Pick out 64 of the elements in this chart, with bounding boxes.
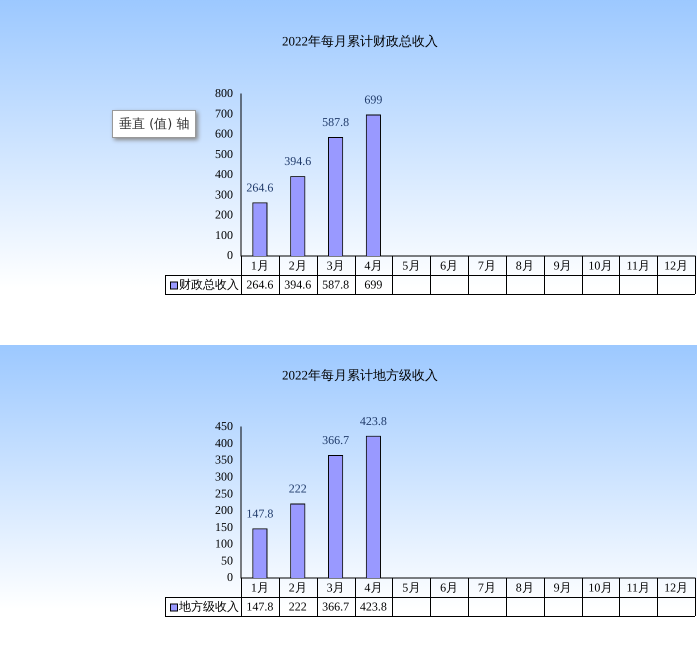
y-tick-label: 250 bbox=[215, 486, 233, 500]
y-tick-label: 200 bbox=[215, 208, 233, 222]
y-tick-label: 300 bbox=[215, 469, 233, 484]
x-tick-label: 3月 bbox=[326, 580, 345, 595]
y-tick-label: 200 bbox=[215, 503, 233, 518]
y-tick-label: 300 bbox=[215, 187, 233, 202]
x-tick-label: 4月 bbox=[364, 580, 382, 595]
x-tick-label: 9月 bbox=[554, 580, 572, 595]
x-tick-label: 10月 bbox=[588, 580, 612, 595]
x-tick-label: 4月 bbox=[364, 258, 382, 273]
y-tick-label: 700 bbox=[215, 106, 233, 120]
data-label: 394.6 bbox=[284, 278, 312, 292]
chart-title: 2022年每月累计地方级收入 bbox=[282, 367, 438, 382]
y-tick-label: 0 bbox=[227, 570, 233, 584]
legend-label: 财政总收入 bbox=[179, 278, 239, 292]
x-tick-label: 3月 bbox=[326, 258, 345, 273]
annotation: 366.7 bbox=[322, 433, 350, 448]
data-label: 587.8 bbox=[322, 278, 350, 292]
data-label: 264.6 bbox=[246, 278, 274, 292]
annotation: 222 bbox=[288, 482, 307, 496]
annotation: 699 bbox=[364, 92, 382, 107]
data-label: 222 bbox=[288, 600, 307, 614]
y-tick-label: 100 bbox=[215, 536, 233, 551]
annotation: 587.8 bbox=[322, 115, 350, 130]
y-tick-label: 50 bbox=[221, 553, 233, 568]
data-label: 423.8 bbox=[360, 600, 387, 614]
x-tick-label: 8月 bbox=[516, 580, 534, 595]
legend-label: 地方级收入 bbox=[178, 600, 239, 614]
y-tick-label: 350 bbox=[215, 452, 233, 467]
y-tick-label: 150 bbox=[215, 520, 233, 534]
data-label: 366.7 bbox=[322, 600, 350, 614]
y-tick-label: 800 bbox=[215, 86, 233, 100]
x-tick-label: 6月 bbox=[440, 580, 458, 595]
y-tick-label: 400 bbox=[215, 436, 233, 450]
data-label: 699 bbox=[364, 278, 382, 292]
x-tick-label: 2月 bbox=[288, 258, 307, 273]
y-tick-label: 450 bbox=[215, 419, 233, 434]
x-tick-label: 7月 bbox=[478, 258, 496, 273]
chart-title: 2022年每月累计财政总收入 bbox=[282, 33, 438, 48]
x-tick-label: 5月 bbox=[402, 580, 420, 595]
x-tick-label: 10月 bbox=[588, 258, 612, 273]
x-tick-label: 8月 bbox=[516, 258, 534, 273]
y-tick-label: 100 bbox=[215, 228, 233, 242]
x-tick-label: 1月 bbox=[250, 580, 269, 595]
x-tick-label: 11月 bbox=[626, 580, 650, 595]
y-tick-label: 600 bbox=[215, 126, 233, 141]
x-tick-label: 11月 bbox=[626, 258, 650, 273]
y-tick-label: 400 bbox=[215, 167, 233, 182]
y-tick-label: 500 bbox=[215, 146, 233, 161]
text: 垂直 (值) 轴 bbox=[112, 110, 196, 138]
x-tick-label: 7月 bbox=[478, 580, 496, 595]
annotation: 423.8 bbox=[360, 414, 387, 428]
y-tick-label: 0 bbox=[227, 248, 233, 262]
x-tick-label: 1月 bbox=[250, 258, 269, 273]
annotation: 394.6 bbox=[284, 154, 312, 168]
annotation: 147.8 bbox=[246, 506, 274, 521]
x-tick-label: 2月 bbox=[288, 580, 307, 595]
annotation: 264.6 bbox=[246, 180, 274, 195]
x-tick-label: 12月 bbox=[664, 580, 688, 595]
x-tick-label: 9月 bbox=[554, 258, 572, 273]
x-tick-label: 5月 bbox=[402, 258, 420, 273]
data-label: 147.8 bbox=[246, 600, 274, 614]
x-tick-label: 6月 bbox=[440, 258, 458, 273]
x-tick-label: 12月 bbox=[664, 258, 688, 273]
